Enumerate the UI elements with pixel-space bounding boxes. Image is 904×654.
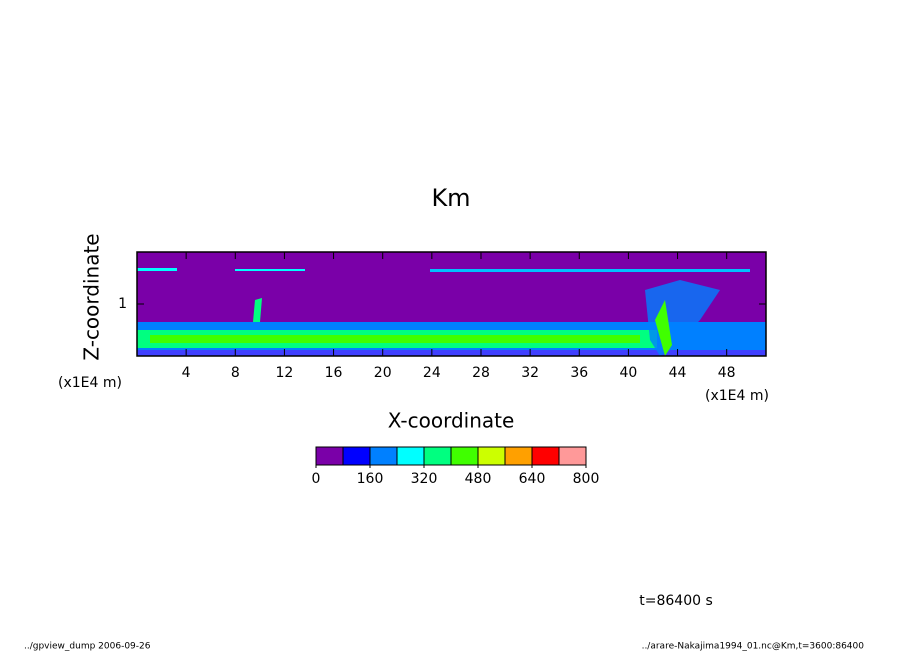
- colorbar-box: [342, 446, 371, 466]
- colorbar-box: [531, 446, 560, 466]
- y-unit: (x1E4 m): [58, 375, 122, 391]
- colorbar-box: [504, 446, 533, 466]
- colorbar-label: 0: [312, 471, 321, 487]
- colorbar-box: [423, 446, 452, 466]
- colorbar-box: [558, 446, 587, 466]
- contour-fill: [150, 335, 640, 343]
- colorbar-label: 160: [357, 471, 384, 487]
- colorbar-box: [477, 446, 506, 466]
- colorbar-box: [369, 446, 398, 466]
- x-tick-label: 20: [374, 365, 392, 381]
- colorbar-label: 480: [465, 471, 492, 487]
- y-tick-label: 1: [118, 296, 127, 312]
- x-tick-label: 28: [472, 365, 490, 381]
- x-tick-label: 48: [718, 365, 736, 381]
- colorbar-label: 640: [519, 471, 546, 487]
- x-tick-label: 36: [570, 365, 588, 381]
- x-unit: (x1E4 m): [705, 388, 769, 404]
- y-axis-label: Z-coordinate: [80, 233, 104, 360]
- colorbar-label: 800: [573, 471, 600, 487]
- contour-fill: [137, 268, 177, 271]
- annotation: t=86400 s: [639, 593, 713, 609]
- footer-left: ../gpview_dump 2006-09-26: [24, 642, 151, 652]
- x-tick-label: 16: [325, 365, 343, 381]
- x-tick-label: 40: [619, 365, 637, 381]
- x-tick-label: 24: [423, 365, 441, 381]
- footer-right: ../arare-Nakajima1994_01.nc@Km,t=3600:86…: [642, 642, 865, 652]
- colorbar-box: [315, 446, 344, 466]
- contour-field: [137, 252, 766, 356]
- contour-fill: [430, 269, 750, 272]
- x-tick-label: 8: [231, 365, 240, 381]
- contour-fill: [235, 269, 305, 271]
- x-tick-label: 4: [182, 365, 191, 381]
- contour-fill: [253, 298, 262, 322]
- contour-fill: [137, 350, 766, 356]
- colorbar-box: [396, 446, 425, 466]
- colorbar-box: [450, 446, 479, 466]
- x-tick-label: 32: [521, 365, 539, 381]
- x-tick-label: 12: [276, 365, 294, 381]
- chart-title: Km: [431, 184, 470, 212]
- x-tick-label: 44: [669, 365, 687, 381]
- colorbar-label: 320: [411, 471, 438, 487]
- contour-fill: [655, 300, 672, 356]
- x-axis-label: X-coordinate: [388, 409, 515, 433]
